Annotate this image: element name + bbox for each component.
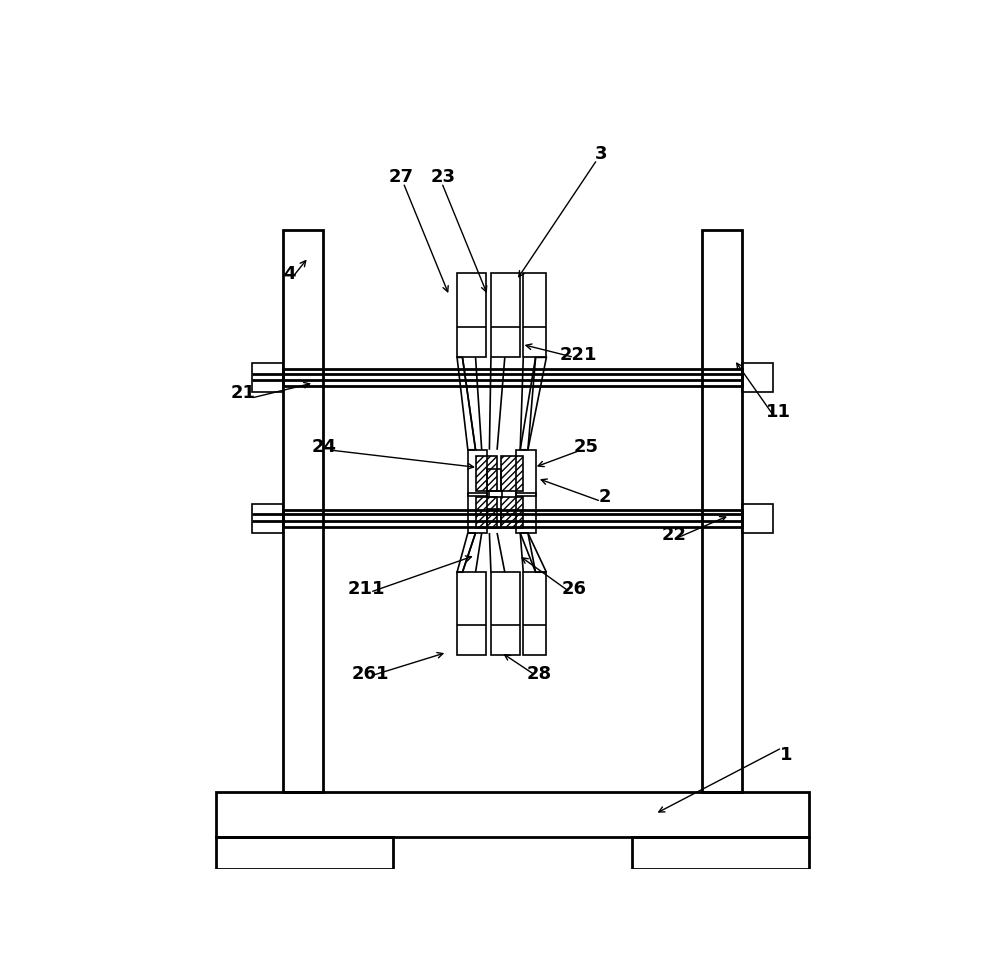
Bar [501, 456, 523, 491]
Bar [489, 491, 502, 497]
Bar [216, 837, 393, 870]
Text: 11: 11 [766, 403, 791, 421]
Bar [702, 232, 742, 792]
Bar [516, 493, 536, 533]
Bar [457, 573, 486, 656]
Bar [491, 274, 520, 358]
Text: 27: 27 [388, 168, 413, 187]
Text: 3: 3 [595, 146, 607, 163]
Text: 28: 28 [527, 664, 552, 682]
Bar [501, 497, 523, 528]
Bar [468, 493, 487, 533]
Text: 26: 26 [562, 579, 587, 598]
Bar [491, 573, 520, 656]
Text: 23: 23 [431, 168, 456, 187]
Bar [476, 456, 497, 491]
Bar [468, 450, 487, 496]
Bar [487, 510, 501, 528]
Text: 4: 4 [283, 265, 295, 282]
Text: 211: 211 [347, 579, 385, 598]
Bar [476, 497, 497, 528]
Bar [283, 369, 742, 387]
Bar [742, 504, 773, 533]
Text: 2: 2 [599, 488, 611, 505]
Bar [283, 510, 742, 528]
Bar [457, 274, 486, 358]
Text: 24: 24 [311, 438, 336, 455]
Bar [742, 363, 773, 393]
Bar [523, 274, 546, 358]
Bar [252, 363, 283, 393]
Text: 22: 22 [662, 526, 687, 544]
Bar [632, 837, 809, 870]
Text: 21: 21 [230, 384, 256, 402]
Text: 25: 25 [573, 438, 598, 455]
Bar [523, 573, 546, 656]
Bar [516, 450, 536, 496]
Text: 221: 221 [559, 345, 597, 363]
Bar [252, 504, 283, 533]
Bar [283, 232, 323, 792]
Text: 261: 261 [351, 664, 389, 682]
Bar [487, 470, 501, 491]
Text: 1: 1 [780, 745, 792, 763]
Bar [216, 792, 809, 837]
